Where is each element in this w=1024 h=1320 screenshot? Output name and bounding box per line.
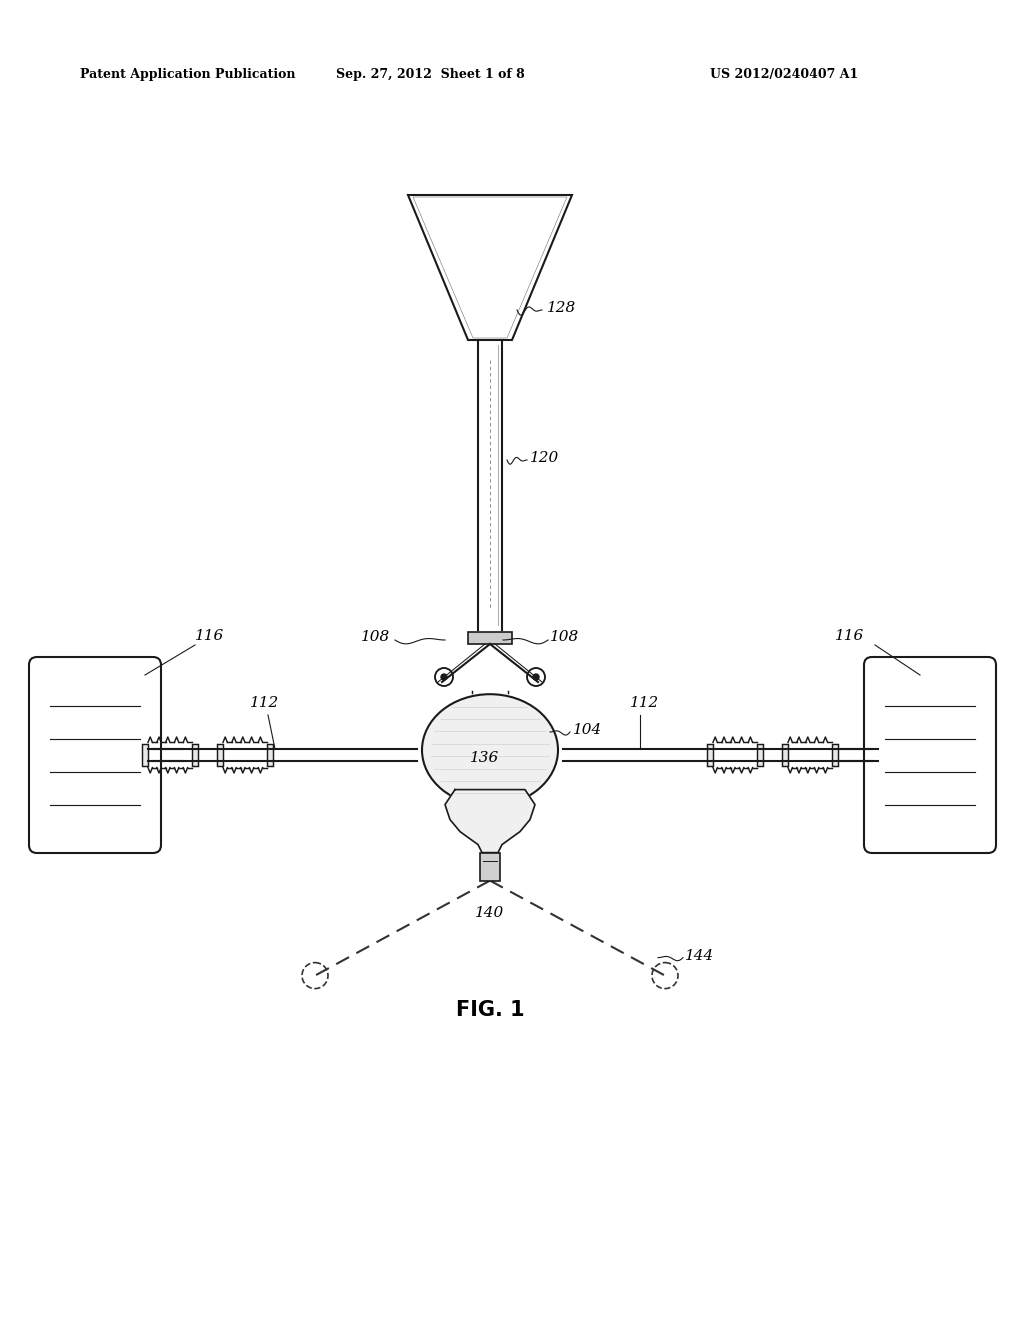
Bar bbox=[468, 632, 512, 644]
Bar bbox=[707, 744, 713, 766]
Text: 116: 116 bbox=[195, 630, 224, 643]
Bar bbox=[757, 744, 763, 766]
Text: 116: 116 bbox=[835, 630, 864, 643]
Text: 140: 140 bbox=[475, 906, 505, 920]
Bar bbox=[267, 744, 273, 766]
Text: 120: 120 bbox=[530, 451, 559, 465]
Ellipse shape bbox=[422, 694, 558, 805]
Text: Sep. 27, 2012  Sheet 1 of 8: Sep. 27, 2012 Sheet 1 of 8 bbox=[336, 69, 524, 81]
Text: 108: 108 bbox=[550, 630, 580, 644]
Bar bbox=[142, 744, 148, 766]
Circle shape bbox=[441, 675, 447, 680]
Text: FIG. 1: FIG. 1 bbox=[456, 1001, 524, 1020]
Text: 144: 144 bbox=[685, 949, 715, 962]
Bar bbox=[782, 744, 788, 766]
Text: Patent Application Publication: Patent Application Publication bbox=[80, 69, 296, 81]
Bar bbox=[831, 744, 838, 766]
Text: 104: 104 bbox=[573, 723, 602, 737]
Bar bbox=[217, 744, 223, 766]
Circle shape bbox=[534, 675, 539, 680]
Text: US 2012/0240407 A1: US 2012/0240407 A1 bbox=[710, 69, 858, 81]
Polygon shape bbox=[445, 789, 535, 853]
Text: 112: 112 bbox=[630, 696, 659, 710]
Text: 112: 112 bbox=[250, 696, 280, 710]
Text: 136: 136 bbox=[470, 751, 500, 766]
Text: 128: 128 bbox=[547, 301, 577, 315]
Bar bbox=[193, 744, 198, 766]
Bar bbox=[480, 853, 500, 880]
Text: 108: 108 bbox=[360, 630, 390, 644]
